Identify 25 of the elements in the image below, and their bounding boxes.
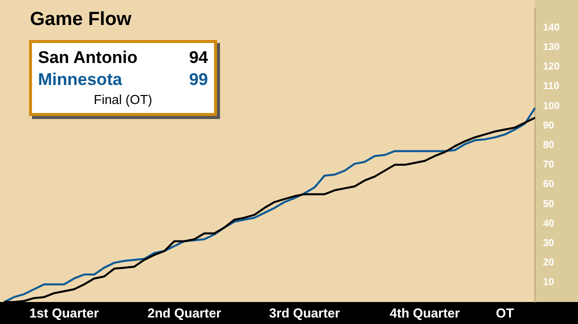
y-tick-label: 20: [543, 258, 555, 269]
x-tick-label: 4th Quarter: [390, 305, 460, 320]
annotation: 94: [189, 47, 208, 69]
text: San Antonio: [38, 47, 138, 69]
text: Minnesota: [38, 69, 122, 91]
annotation: Final (OT): [92, 91, 154, 109]
y-tick-label: 110: [543, 81, 560, 92]
x-tick-label: 2nd Quarter: [147, 305, 222, 320]
y-tick-label: 30: [543, 238, 555, 249]
y-tick-label: 140: [543, 22, 560, 34]
y-tick-label: 90: [543, 120, 555, 132]
y-tick-label: 100: [543, 100, 560, 112]
y-tick-label: 10: [543, 277, 555, 288]
y-tick-label: 80: [543, 140, 555, 151]
chart-title: Game Flow: [30, 9, 132, 31]
y-tick-label: 130: [543, 42, 560, 53]
y-tick-label: 40: [543, 218, 555, 230]
x-tick-label: 3rd Quarter: [269, 305, 340, 320]
x-tick-label: 1st Quarter: [29, 305, 99, 320]
y-tick-label: 70: [543, 160, 555, 171]
y-tick-label: 60: [543, 179, 555, 190]
y-tick-label: 120: [543, 62, 560, 73]
x-tick-label: OT: [496, 305, 514, 320]
y-tick-label: 50: [543, 198, 555, 210]
annotation: 99: [189, 69, 208, 91]
